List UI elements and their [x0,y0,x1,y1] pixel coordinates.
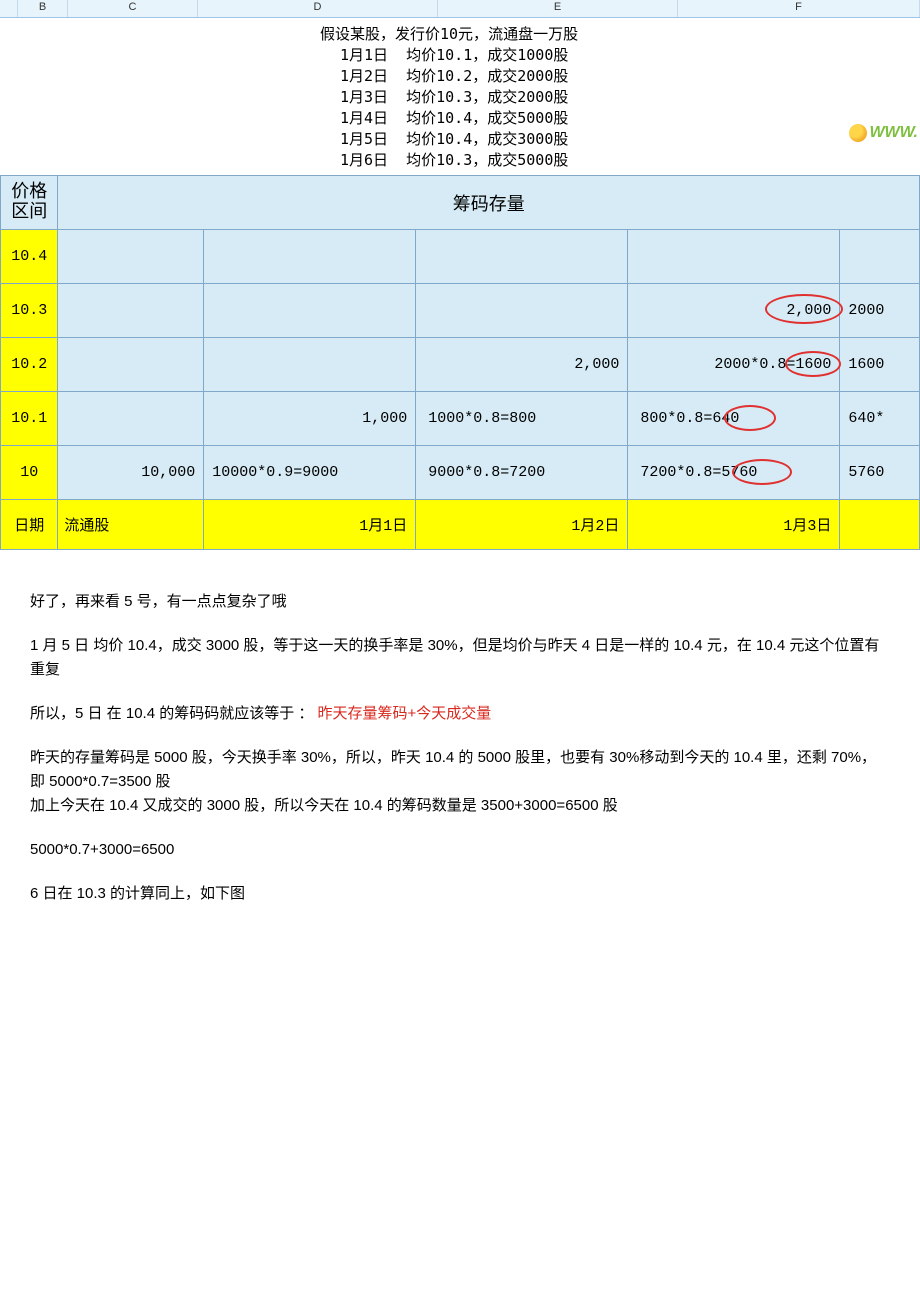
price-cell: 10.2 [1,338,58,392]
watermark: WWW. [849,124,918,142]
price-cell: 10.3 [1,284,58,338]
cell-circled: 2000*0.8=1600 [628,338,840,392]
cell: 10,000 [58,446,204,500]
cell-circled: 7200*0.8=5760 [628,446,840,500]
cell: 1600 [840,338,920,392]
intro-line-5: 1月5日 均价10.4，成交3000股 [340,129,920,150]
table-row: 10.2 2,000 2000*0.8=1600 1600 [1,338,920,392]
intro-line-2: 1月2日 均价10.2，成交2000股 [340,66,920,87]
column-header-bar: B C D E F [0,0,920,18]
cell: 2,000 [416,338,628,392]
table-row: 10.3 2,000 2000 [1,284,920,338]
date-label: 日期 [1,500,58,550]
para-3b-red: 昨天存量筹码+今天成交量 [318,705,492,722]
col-header-b: B [18,0,68,17]
para-4: 昨天的存量筹码是 5000 股，今天换手率 30%，所以，昨天 10.4 的 5… [30,746,890,818]
date-cell: 1月3日 [628,500,840,550]
cell: 1000*0.8=800 [416,392,628,446]
price-cell: 10 [1,446,58,500]
cell: 9000*0.8=7200 [416,446,628,500]
cell: 640* [840,392,920,446]
cell-value: 2000*0.8=1600 [714,356,831,373]
cell [416,230,628,284]
intro-line-4: 1月4日 均价10.4，成交5000股 [340,108,920,129]
intro-line-3: 1月3日 均价10.3，成交2000股 [340,87,920,108]
cell [204,230,416,284]
cell-value: 800*0.8=640 [640,410,739,427]
table-row: 10.1 1,000 1000*0.8=800 800*0.8=640 640* [1,392,920,446]
para-3: 所以，5 日 在 10.4 的筹码码就应该等于 ： 昨天存量筹码+今天成交量 [30,702,890,726]
col-header-d: D [198,0,438,17]
chips-table: 价格 区间 筹码存量 10.4 10.3 2,000 2000 10.2 [0,175,920,550]
date-row: 日期 流通股 1月1日 1月2日 1月3日 [1,500,920,550]
intro-text: 假设某股，发行价10元，流通盘一万股 1月1日 均价10.1，成交1000股 1… [0,18,920,175]
cell-circled: 2,000 [628,284,840,338]
price-cell: 10.1 [1,392,58,446]
cell-circled: 800*0.8=640 [628,392,840,446]
cell [58,230,204,284]
price-range-header: 价格 区间 [1,176,58,230]
para-5: 5000*0.7+3000=6500 [30,838,890,862]
intro-line-6: 1月6日 均价10.3，成交5000股 [340,150,920,171]
col-header-c: C [68,0,198,17]
cell-value: 2,000 [786,302,831,319]
watermark-text: WWW. [869,124,918,141]
col-header-f: F [678,0,920,17]
explanation-text: 好了，再来看 5 号，有一点点复杂了哦 1 月 5 日 均价 10.4，成交 3… [0,550,920,946]
price-cell: 10.4 [1,230,58,284]
flow-label: 流通股 [58,500,204,550]
date-cell [840,500,920,550]
para-6: 6 日在 10.3 的计算同上，如下图 [30,882,890,906]
table-row: 10 10,000 10000*0.9=9000 9000*0.8=7200 7… [1,446,920,500]
stock-header: 筹码存量 [58,176,920,230]
cell: 10000*0.9=9000 [204,446,416,500]
intro-line-0: 假设某股，发行价10元，流通盘一万股 [320,24,920,45]
cell [628,230,840,284]
watermark-logo-icon [849,124,867,142]
cell: 5760 [840,446,920,500]
cell [204,284,416,338]
date-cell: 1月1日 [204,500,416,550]
cell [58,392,204,446]
table-header-row: 价格 区间 筹码存量 [1,176,920,230]
spreadsheet-region: B C D E F WWW. 假设某股，发行价10元，流通盘一万股 1月1日 均… [0,0,920,550]
intro-line-1: 1月1日 均价10.1，成交1000股 [340,45,920,66]
para-2: 1 月 5 日 均价 10.4，成交 3000 股，等于这一天的换手率是 30%… [30,634,890,682]
cell [58,284,204,338]
col-header-e: E [438,0,678,17]
cell [840,230,920,284]
para-1: 好了，再来看 5 号，有一点点复杂了哦 [30,590,890,614]
cell [204,338,416,392]
cell [416,284,628,338]
cell: 2000 [840,284,920,338]
table-row: 10.4 [1,230,920,284]
cell-value: 7200*0.8=5760 [640,464,757,481]
cell: 1,000 [204,392,416,446]
para-3a: 所以，5 日 在 10.4 的筹码码就应该等于 ： [30,705,318,722]
col-header-a [0,0,18,17]
cell [58,338,204,392]
date-cell: 1月2日 [416,500,628,550]
